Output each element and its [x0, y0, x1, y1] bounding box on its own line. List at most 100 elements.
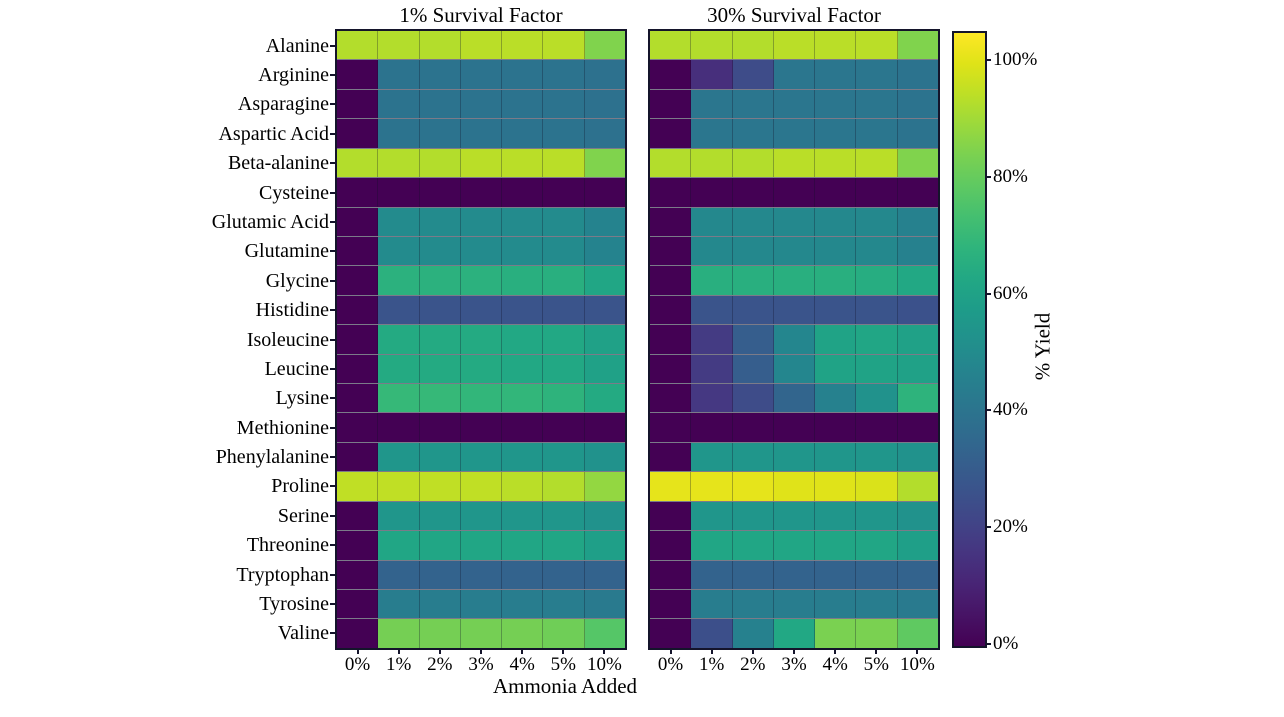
colorbar-tick-label: 0% — [993, 633, 1019, 654]
x-tick-label: 0% — [657, 654, 684, 675]
heatmap-cell — [650, 442, 692, 472]
heatmap-cell — [732, 560, 774, 590]
heatmap-cell — [650, 384, 692, 413]
heatmap-cell — [815, 472, 857, 501]
heatmap-cell — [378, 266, 420, 295]
heatmap-cell — [856, 178, 898, 207]
heatmap-cell — [650, 472, 692, 501]
heatmap-cell — [584, 501, 625, 531]
heatmap-row — [650, 560, 938, 591]
heatmap-cell — [650, 266, 692, 295]
heatmap-row — [650, 178, 938, 208]
y-tick-label: Proline — [271, 475, 329, 498]
heatmap-cell — [732, 89, 774, 119]
heatmap-cell — [650, 89, 692, 119]
heatmap-cell — [856, 531, 898, 560]
heatmap-cell — [502, 207, 544, 236]
heatmap-cell — [584, 207, 625, 236]
y-tick-mark — [330, 367, 336, 370]
heatmap-cell — [856, 442, 898, 472]
heatmap-row — [650, 413, 938, 443]
heatmap-cell — [856, 619, 898, 648]
heatmap-cell — [419, 619, 461, 648]
x-tick-label: 5% — [550, 654, 576, 675]
heatmap-cell — [773, 207, 816, 236]
heatmap-cell — [897, 295, 938, 325]
y-tick-label: Aspartic Acid — [218, 122, 329, 145]
heatmap-cell — [419, 472, 461, 501]
heatmap-panel-30pct-survival — [648, 29, 940, 650]
heatmap-cell — [897, 266, 938, 295]
heatmap-cell — [337, 472, 379, 501]
heatmap-cell — [419, 207, 461, 236]
heatmap-cell — [650, 236, 692, 266]
heatmap-cell — [773, 501, 816, 531]
heatmap-cell — [584, 560, 625, 590]
heatmap-row — [650, 89, 938, 120]
heatmap-cell — [815, 89, 857, 119]
heatmap-cell — [378, 60, 420, 89]
heatmap-cell — [502, 472, 544, 501]
heatmap-cell — [691, 501, 733, 531]
heatmap-cell — [815, 442, 857, 472]
heatmap-cell — [543, 590, 585, 619]
colorbar — [952, 31, 987, 648]
heatmap-cell — [773, 236, 816, 266]
heatmap-cell — [897, 384, 938, 413]
heatmap-cell — [856, 354, 898, 384]
heatmap-cell — [337, 384, 379, 413]
heatmap-row — [337, 472, 625, 502]
colorbar-tick-label: 100% — [993, 49, 1038, 71]
y-tick-mark — [330, 632, 336, 635]
heatmap-row — [650, 590, 938, 620]
heatmap-cell — [460, 60, 503, 89]
heatmap-cell — [691, 60, 733, 89]
heatmap-cell — [650, 560, 692, 590]
heatmap-cell — [460, 501, 503, 531]
heatmap-cell — [897, 325, 938, 354]
heatmap-cell — [897, 207, 938, 236]
heatmap-cell — [650, 207, 692, 236]
heatmap-cell — [691, 89, 733, 119]
y-tick-mark — [330, 103, 336, 106]
heatmap-cell — [584, 384, 625, 413]
heatmap-cell — [584, 266, 625, 295]
heatmap-cell — [856, 560, 898, 590]
y-tick-label: Glycine — [265, 269, 329, 292]
heatmap-cell — [691, 207, 733, 236]
heatmap-cell — [897, 501, 938, 531]
heatmap-cell — [378, 236, 420, 266]
heatmap-cell — [337, 236, 379, 266]
heatmap-cell — [650, 590, 692, 619]
heatmap-cell — [502, 236, 544, 266]
x-tick-label: 1% — [386, 654, 412, 675]
heatmap-cell — [502, 178, 544, 207]
y-tick-label: Methionine — [236, 416, 329, 439]
x-tick-mark — [751, 648, 754, 654]
heatmap-row — [337, 354, 625, 385]
heatmap-cell — [584, 295, 625, 325]
heatmap-cell — [732, 413, 774, 442]
heatmap-cell — [337, 325, 379, 354]
heatmap-cell — [732, 590, 774, 619]
heatmap-row — [337, 31, 625, 61]
x-tick-mark — [562, 648, 565, 654]
heatmap-cell — [650, 148, 692, 178]
heatmap-cell — [502, 60, 544, 89]
heatmap-cell — [691, 119, 733, 148]
heatmap-row — [337, 178, 625, 208]
heatmap-cell — [337, 178, 379, 207]
heatmap-cell — [773, 31, 816, 60]
y-tick-label: Histidine — [255, 299, 329, 322]
heatmap-cell — [543, 207, 585, 236]
heatmap-row — [650, 236, 938, 267]
colorbar-tick-mark — [985, 526, 991, 529]
heatmap-cell — [815, 354, 857, 384]
heatmap-cell — [460, 295, 503, 325]
heatmap-cell — [337, 354, 379, 384]
heatmap-row — [650, 501, 938, 532]
x-tick-label: 4% — [822, 654, 848, 675]
heatmap-cell — [502, 590, 544, 619]
heatmap-cell — [337, 207, 379, 236]
